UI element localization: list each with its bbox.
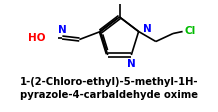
Text: pyrazole-4-carbaldehyde oxime: pyrazole-4-carbaldehyde oxime	[20, 90, 198, 100]
Text: 1-(2-Chloro-ethyl)-5-methyl-1H-: 1-(2-Chloro-ethyl)-5-methyl-1H-	[20, 77, 198, 87]
Text: HO: HO	[28, 32, 46, 43]
Text: Cl: Cl	[184, 26, 196, 36]
Text: N: N	[143, 24, 152, 33]
Text: N: N	[127, 59, 136, 69]
Text: N: N	[58, 25, 66, 34]
